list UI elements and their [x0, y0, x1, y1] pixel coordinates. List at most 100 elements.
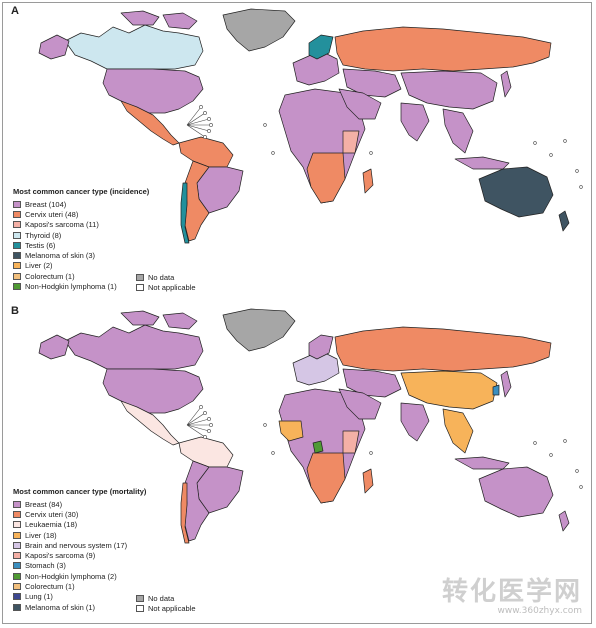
legend-item: Melanoma of skin (1) [13, 602, 146, 612]
legend-item: No data [136, 593, 196, 603]
region-scandinavia [308, 34, 334, 60]
legend-label: Non-Hodgkin lymphoma (2) [25, 571, 117, 581]
legend-swatch [13, 272, 21, 280]
legend-label: Cervix uteri (48) [25, 209, 79, 219]
legend-rows: Breast (84) Cervix uteri (30) Leukaemia (1… [13, 499, 146, 612]
legend-item: Colorectum (1) [13, 581, 146, 591]
legend-swatch [13, 500, 21, 508]
region-japan [500, 370, 512, 398]
legend-swatch [13, 593, 21, 601]
region-chile [180, 182, 190, 244]
legend-item: Testis (6) [13, 240, 149, 250]
region-madagascar [362, 468, 374, 494]
region-se-asia [442, 408, 474, 454]
legend-item: Melanoma of skin (3) [13, 250, 149, 260]
region-australia [478, 466, 554, 518]
region-southern-africa [306, 152, 346, 204]
region-east-africa [342, 130, 360, 154]
legend-label: No data [148, 272, 175, 282]
legend-item: Liver (18) [13, 530, 146, 540]
region-east-asia [400, 370, 498, 410]
region-indonesia [454, 456, 510, 470]
legend-rows: Breast (104) Cervix uteri (48) Kaposi's sa… [13, 199, 149, 292]
region-usa [102, 368, 204, 414]
legend-mortality: Most common cancer type (mortality) Brea… [13, 487, 146, 612]
legend-swatch [136, 594, 144, 602]
panel-letter: A [11, 5, 19, 17]
legend-label: No data [148, 593, 175, 603]
legend-swatch [136, 604, 144, 612]
world-map-incidence [38, 8, 583, 244]
region-india [400, 102, 430, 142]
legend-label: Thyroid (8) [25, 230, 62, 240]
region-south-america-north [178, 136, 234, 168]
legend-label: Stomach (3) [25, 561, 66, 571]
region-usa [102, 68, 204, 114]
legend-swatch [13, 241, 21, 249]
legend-label: Brain and nervous system (17) [25, 540, 128, 550]
legend-swatch [13, 531, 21, 539]
caribbean-callouts [186, 406, 211, 438]
panel-a: A [3, 3, 591, 303]
legend-swatch [13, 252, 21, 260]
watermark-url: www.360zhyx.com [497, 606, 582, 616]
legend-label: Colorectum (1) [25, 271, 75, 281]
region-canada [64, 324, 204, 370]
legend-title: Most common cancer type (mortality) [13, 487, 147, 496]
legend-item: Non-Hodgkin lymphoma (1) [13, 281, 149, 291]
legend-label: Liver (2) [25, 261, 53, 271]
legend-label: Cervix uteri (30) [25, 509, 79, 519]
legend-swatch [13, 541, 21, 549]
region-se-asia [442, 108, 474, 154]
legend-swatch [13, 510, 21, 518]
legend-item: Liver (2) [13, 261, 149, 271]
region-chile [180, 482, 190, 544]
region-russia [334, 326, 552, 372]
legend-swatch [13, 210, 21, 218]
legend-label: Colorectum (1) [25, 582, 75, 592]
legend-label: Kaposi's sarcoma (11) [25, 220, 99, 230]
region-south-america-north [178, 436, 234, 468]
watermark-logo: 转化医学网 [441, 577, 582, 607]
legend-item: Lung (1) [13, 592, 146, 602]
legend-item: Thyroid (8) [13, 230, 149, 240]
region-greenland [222, 308, 296, 352]
region-arctic-islands [120, 10, 198, 30]
legend-item: Not applicable [136, 603, 196, 613]
region-east-asia [400, 70, 498, 110]
legend-item: Non-Hodgkin lymphoma (2) [13, 571, 146, 581]
region-madagascar [362, 168, 374, 194]
legend-item: Kaposi's sarcoma (9) [13, 550, 146, 560]
legend-swatch [13, 572, 21, 580]
region-mexico [120, 100, 180, 146]
legend-swatch [13, 521, 21, 529]
region-arctic-islands [120, 310, 198, 330]
panel-b: B [3, 303, 591, 623]
legend-swatch [13, 552, 21, 560]
legend-label: Breast (84) [25, 499, 63, 509]
small-islands [199, 405, 583, 489]
region-australia [478, 166, 554, 218]
region-japan [500, 70, 512, 98]
region-canada [64, 24, 204, 70]
region-scandinavia [308, 334, 334, 360]
region-mexico [120, 400, 180, 446]
region-korea [492, 384, 500, 396]
legend-item: Breast (84) [13, 499, 146, 509]
legend-swatch [13, 262, 21, 270]
legend-label: Non-Hodgkin lymphoma (1) [25, 282, 117, 292]
region-central-asia [342, 368, 402, 398]
legend-swatch [13, 200, 21, 208]
legend-label: Liver (18) [25, 530, 57, 540]
legend-item: Cervix uteri (30) [13, 509, 146, 519]
region-alaska [38, 34, 70, 60]
region-central-africa [312, 440, 324, 454]
region-india [400, 402, 430, 442]
region-middle-east [338, 88, 382, 120]
legend-label: Testis (6) [25, 240, 56, 250]
legend-swatch [136, 273, 144, 281]
legend-item: Leukaemia (18) [13, 520, 146, 530]
legend-label: Melanoma of skin (1) [25, 602, 96, 612]
legend-swatch [13, 231, 21, 239]
